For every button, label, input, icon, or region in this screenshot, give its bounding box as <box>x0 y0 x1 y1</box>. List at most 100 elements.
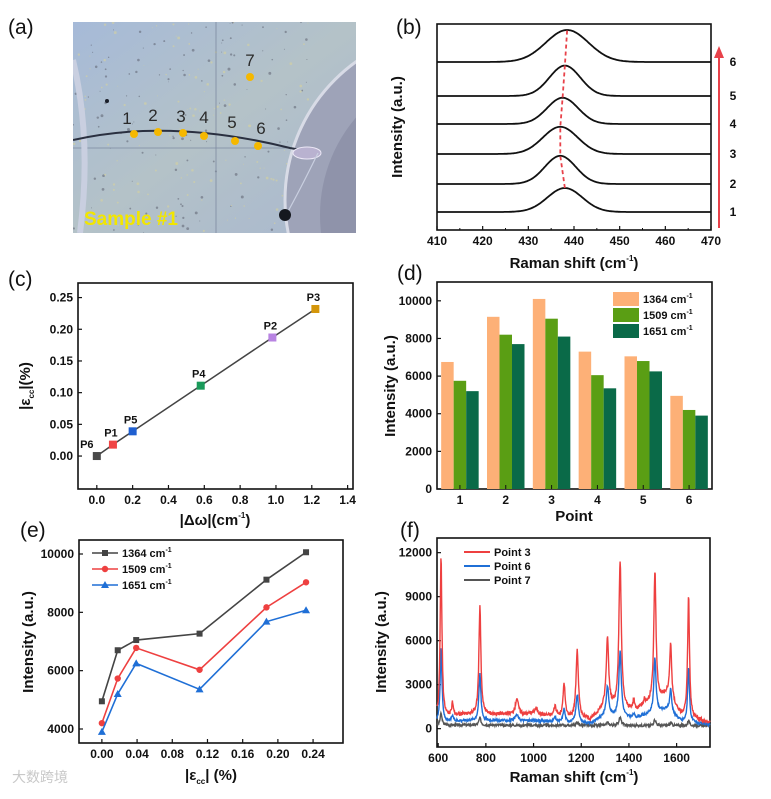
speckle <box>223 51 227 55</box>
d-ytick-label: 8000 <box>405 331 432 345</box>
measurement-spot-7 <box>246 73 254 81</box>
speckle <box>128 73 131 75</box>
d-legend-swatch-1 <box>613 308 639 322</box>
speckle <box>178 128 180 130</box>
speckle <box>74 92 77 95</box>
b-curve-label-2: 2 <box>730 177 737 191</box>
d-bar-4-0 <box>578 351 592 489</box>
speckle <box>204 129 208 133</box>
e-ylabel: Intensity (a.u.) <box>20 591 37 693</box>
e-xlabel: |εcc| (%) <box>185 767 237 786</box>
f-xtick-label: 1200 <box>568 751 595 765</box>
speckle <box>73 227 75 230</box>
c-point-P1 <box>108 440 117 449</box>
speckle <box>138 95 141 98</box>
speckle <box>262 26 264 29</box>
d-xtick-label: 1 <box>457 493 464 507</box>
speckle <box>175 35 177 37</box>
f-xlabel: Raman shift (cm-1) <box>510 768 639 786</box>
e-ytick-label: 8000 <box>47 605 74 619</box>
speckle <box>105 83 108 86</box>
e-marker-1 <box>196 666 203 673</box>
b-spectrum-2 <box>437 154 711 185</box>
speckle <box>168 81 169 83</box>
b-arrow-head <box>714 46 724 58</box>
c-plot-frame <box>77 282 354 490</box>
speckle <box>186 174 188 176</box>
speckle <box>129 207 132 210</box>
speckle <box>162 215 165 218</box>
speckle <box>234 217 237 219</box>
speckle <box>305 38 308 41</box>
d-ytick-label: 4000 <box>405 407 432 421</box>
speckle <box>275 179 278 182</box>
d-legend-swatch-2 <box>613 324 639 338</box>
speckle <box>131 180 133 182</box>
speckle <box>172 23 175 26</box>
speckle <box>231 22 234 24</box>
f-legend-label-0: Point 3 <box>494 547 531 559</box>
speckle <box>285 162 288 165</box>
speckle <box>273 222 276 225</box>
speckle <box>203 91 205 93</box>
speckle <box>174 168 178 172</box>
e-line-1 <box>101 581 307 724</box>
speckle <box>116 201 119 204</box>
panel-label-f: (f) <box>400 519 420 542</box>
d-bar-3-0 <box>532 298 546 489</box>
speckle <box>229 23 231 25</box>
speckle <box>112 183 116 186</box>
b-spectrum-3 <box>437 125 711 155</box>
e-xtick-label: 0.12 <box>196 747 220 761</box>
e-marker-2 <box>302 606 311 614</box>
measurement-spot-4 <box>200 132 208 140</box>
e-xtick-label: 0.04 <box>125 747 149 761</box>
speckle <box>84 98 87 101</box>
d-bar-6-2 <box>695 415 708 489</box>
d-bar-5-0 <box>624 356 637 489</box>
speckle <box>213 107 216 110</box>
measurement-spot-1 <box>130 130 138 138</box>
speckle <box>287 141 289 143</box>
c-point-label-P5: P5 <box>124 414 137 426</box>
speckle <box>93 177 97 180</box>
speckle <box>243 205 245 207</box>
speckle <box>155 154 157 156</box>
speckle <box>226 219 228 221</box>
e-legend-label-0: 1364 cm-1 <box>122 547 172 560</box>
microscope-image: 1 2 3 4 5 6 7 Sample #1 <box>73 22 356 233</box>
spot-label-5: 5 <box>227 113 236 132</box>
speckle <box>218 102 220 104</box>
speckle <box>180 203 182 206</box>
f-ylabel: Intensity (a.u.) <box>373 591 390 693</box>
spot-label-3: 3 <box>176 107 185 126</box>
speckle <box>103 58 106 62</box>
c-ytick-label: 0.25 <box>50 291 74 305</box>
b-xtick-label: 430 <box>518 234 538 248</box>
speckle <box>138 144 140 147</box>
speckle <box>199 110 201 112</box>
e-xtick-label: 0.08 <box>161 747 185 761</box>
c-xtick-label: 1.4 <box>339 493 356 507</box>
speckle <box>165 73 167 76</box>
spot-label-4: 4 <box>199 108 208 127</box>
speckle <box>191 169 194 172</box>
speckle <box>138 217 141 220</box>
e-marker-0 <box>114 647 121 654</box>
e-plot-frame <box>78 539 344 744</box>
speckle <box>104 173 107 176</box>
speckle <box>91 207 93 209</box>
speckle <box>201 199 203 201</box>
speckle <box>221 42 223 44</box>
speckle <box>155 25 158 27</box>
spot-label-1: 1 <box>122 109 131 128</box>
speckle <box>177 198 180 200</box>
e-marker-1 <box>302 579 310 586</box>
speckle <box>221 39 224 42</box>
speckle <box>172 136 175 140</box>
speckle <box>281 194 284 197</box>
b-spectrum-5 <box>437 64 711 97</box>
speckle <box>181 224 185 228</box>
d-legend-label-1: 1509 cm-1 <box>643 309 693 322</box>
d-xlabel: Point <box>555 508 593 525</box>
